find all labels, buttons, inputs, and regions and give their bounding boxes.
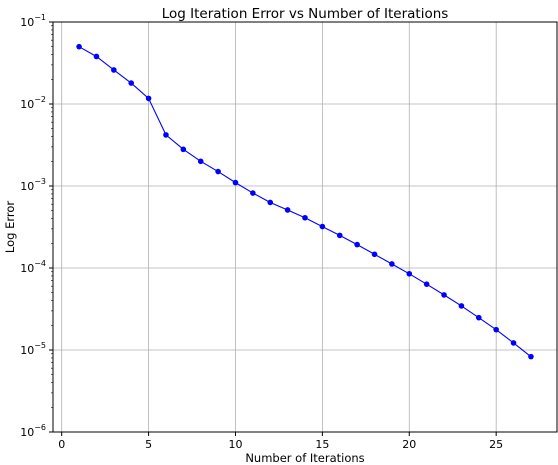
data-point — [510, 340, 517, 346]
data-point — [528, 353, 534, 360]
x-tick-label: 15 — [315, 438, 329, 451]
data-point — [336, 232, 343, 239]
data-point — [250, 190, 256, 196]
y-tick-label: 10−5 — [20, 341, 46, 357]
ticks-layer: 0 5 10 15 20 25 10−6 10−5 10−4 10−3 10−2 10−1 — [20, 13, 503, 451]
data-point — [111, 67, 117, 73]
data-point — [406, 270, 413, 277]
data-point — [197, 158, 204, 165]
data-point — [458, 303, 465, 309]
data-point — [371, 251, 378, 258]
series-layer — [76, 43, 534, 360]
x-tick-label: 10 — [228, 438, 242, 451]
data-point — [163, 132, 169, 138]
data-point — [302, 214, 308, 221]
chart-title: Log Iteration Error vs Number of Iterati… — [162, 6, 449, 22]
plot-area-frame — [52, 21, 558, 433]
data-point — [93, 53, 100, 60]
y-axis-title: Log Error — [3, 201, 17, 253]
data-point — [493, 326, 499, 333]
x-tick-label: 20 — [402, 438, 416, 451]
data-point — [145, 95, 152, 102]
data-point — [76, 43, 82, 50]
y-tick-label: 10−3 — [20, 177, 46, 193]
x-axis-title: Number of Iterations — [245, 451, 364, 465]
x-tick-label: 5 — [145, 438, 152, 451]
data-point — [267, 199, 274, 206]
data-point — [232, 179, 239, 186]
x-tick-label: 0 — [58, 438, 65, 451]
data-point — [475, 314, 482, 321]
data-point — [180, 146, 187, 153]
data-point — [389, 261, 395, 267]
y-tick-label: 10−1 — [20, 13, 46, 29]
x-tick-label: 25 — [489, 438, 503, 451]
data-point — [441, 292, 447, 298]
y-tick-label: 10−4 — [20, 259, 46, 275]
data-point — [215, 168, 221, 175]
data-point — [319, 223, 326, 230]
data-point — [128, 80, 135, 86]
data-point — [284, 207, 291, 213]
y-tick-label: 10−6 — [20, 423, 46, 439]
data-point — [423, 281, 430, 287]
y-tick-label: 10−2 — [20, 95, 46, 111]
data-point — [354, 241, 360, 248]
